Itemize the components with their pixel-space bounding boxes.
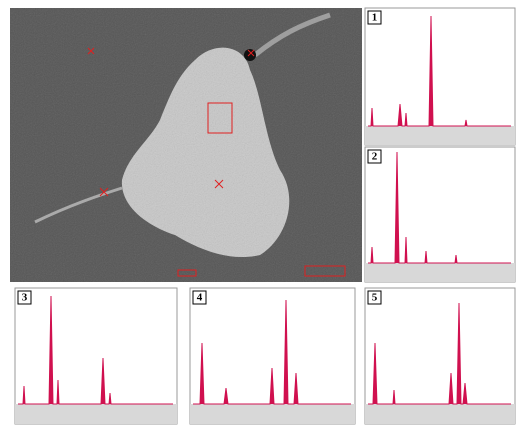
spectrum-panel: 1 [364, 7, 516, 146]
panel-label: 3 [22, 292, 28, 304]
sem-image [10, 8, 362, 282]
spectrum-panel: 2 [364, 146, 516, 283]
panel-label: 5 [372, 292, 378, 304]
spectrum-panel: 3 [14, 287, 178, 425]
spectrum-panel: 4 [189, 287, 356, 425]
spot-markers [87, 47, 346, 277]
spectrum-panel: 5 [364, 287, 516, 425]
panel-label: 2 [372, 151, 378, 163]
panel-label: 1 [372, 12, 378, 24]
panel-label: 4 [197, 292, 203, 304]
